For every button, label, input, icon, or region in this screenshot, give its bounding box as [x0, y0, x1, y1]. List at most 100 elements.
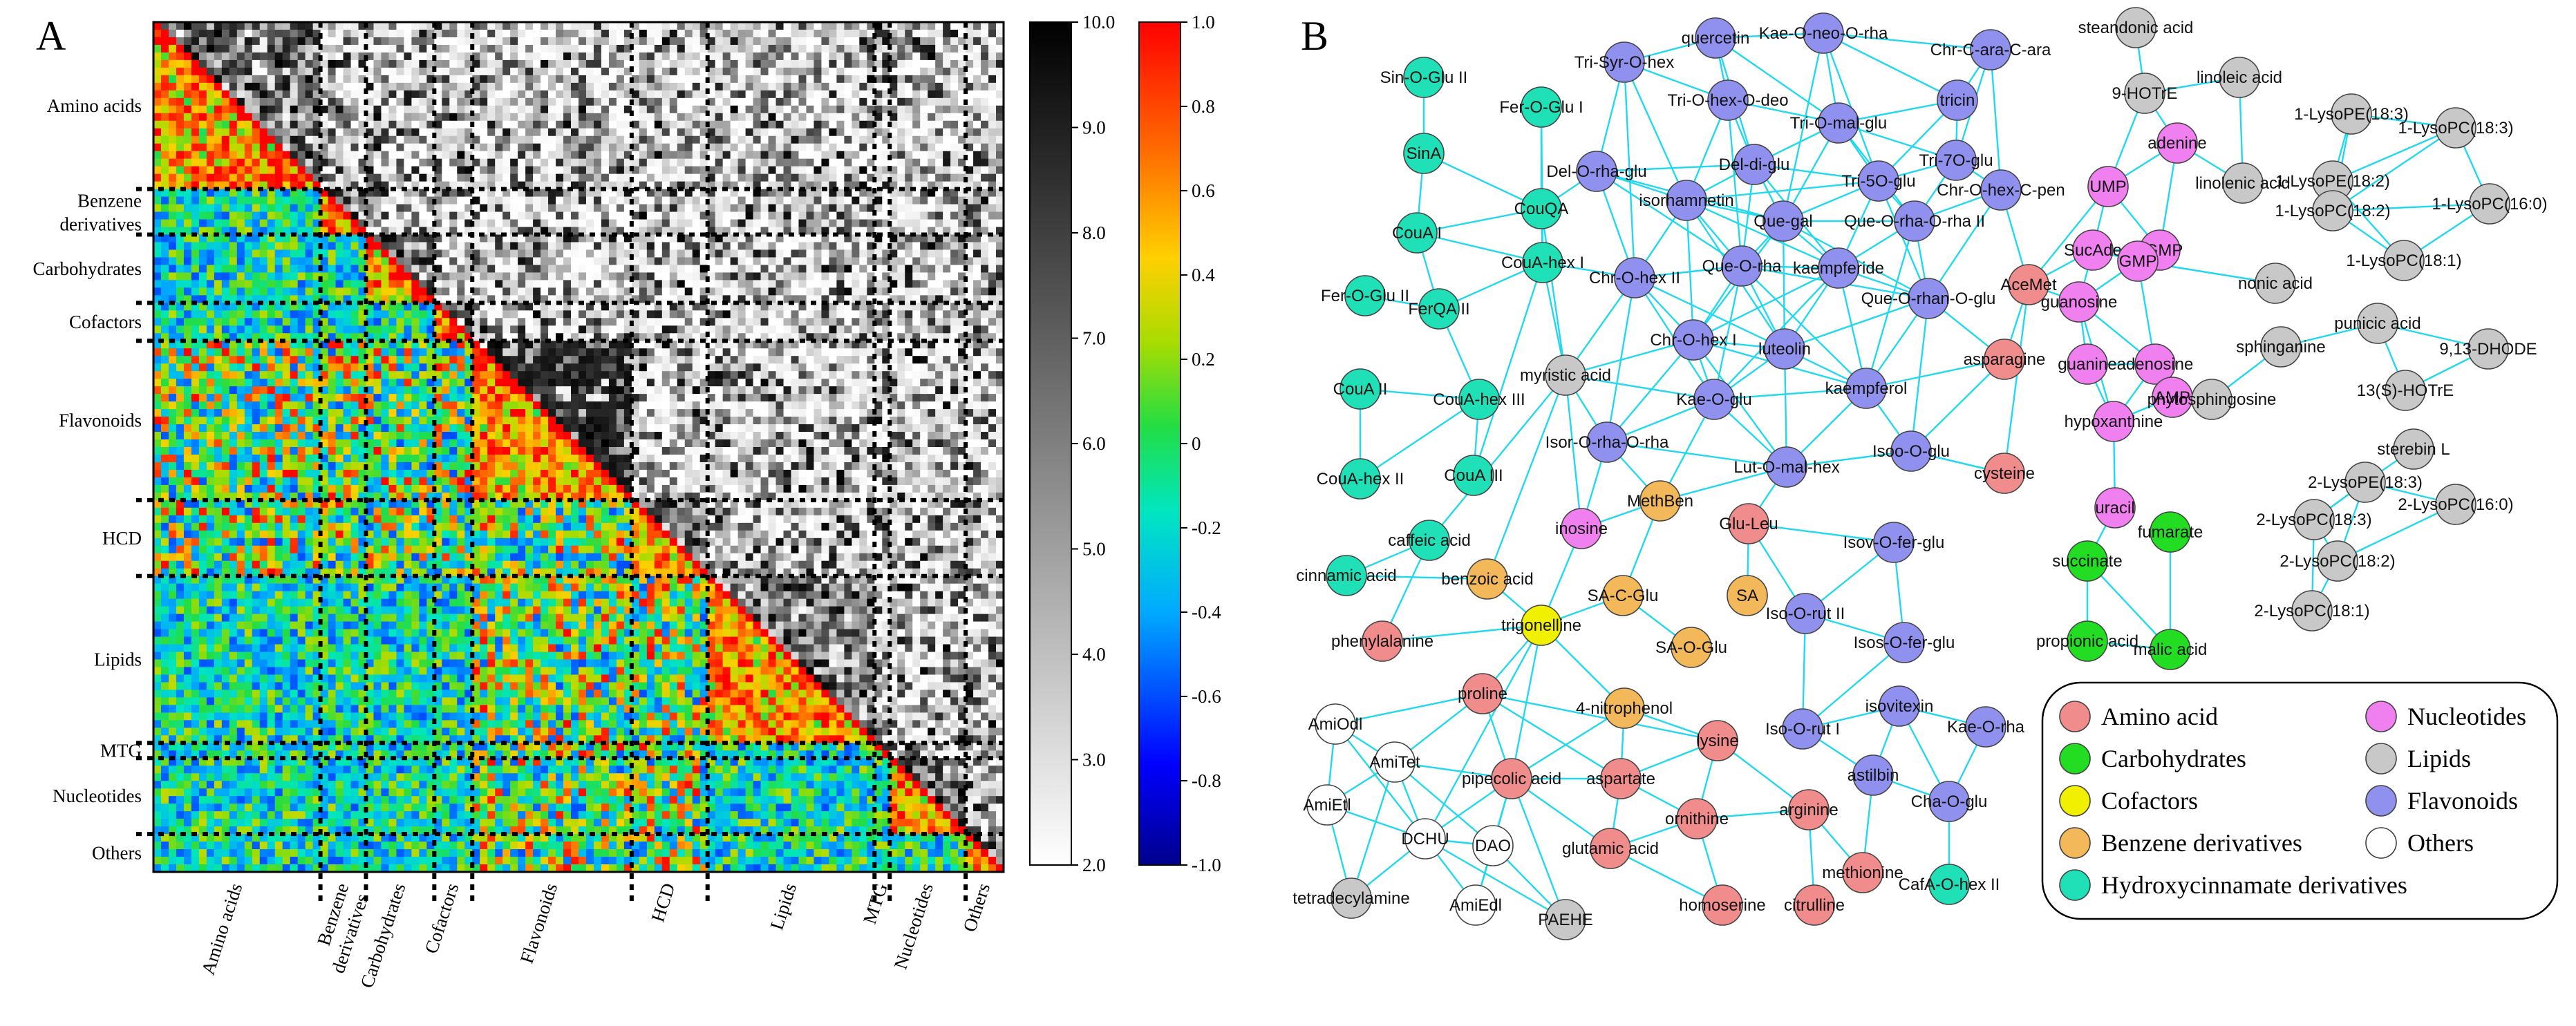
panel-b: B Sin-O-Glu II Fer-O-Glu I SinA CouQA CouA I… [1292, 7, 2559, 940]
network-node-label: citrulline [1784, 896, 1845, 915]
network-node: DAO [1472, 825, 1514, 866]
network-edge [1565, 374, 1715, 401]
network-node-circle [1522, 242, 1563, 283]
panel-a-letter: A [36, 13, 66, 59]
heatmap-row-label: Cofactors [69, 312, 142, 332]
heatmap-column-label: HCD [647, 881, 679, 924]
network-node: phytosphingosine [2147, 379, 2276, 420]
gray-colorbar-tick: 8.0 [1082, 222, 1106, 243]
network-node-circle [2094, 487, 2136, 529]
network-node-circle [1491, 758, 1532, 799]
network-node-circle [1873, 522, 1915, 563]
network-node-label: glutamic acid [1562, 839, 1659, 858]
network-node: 4-nitrophenol [1576, 687, 1673, 729]
network-node-label: luteolin [1758, 340, 1811, 359]
network-node: Tri-Syr-O-hex [1574, 41, 1674, 83]
network-node-circle [1403, 133, 1445, 174]
network-node-label: GMP [2119, 252, 2157, 271]
network-node-label: cysteine [1974, 464, 2035, 483]
network-node-circle [1890, 430, 1932, 472]
network-node-circle [2255, 263, 2296, 304]
network-node: methionine [1822, 852, 1903, 893]
network-node-circle [2124, 73, 2165, 114]
network-node-circle [1639, 480, 1681, 522]
network-edge [1350, 761, 1396, 899]
network-node: SinA [1403, 133, 1445, 174]
network-node: FerQA II [1408, 288, 1470, 330]
network-edge [2337, 503, 2456, 562]
network-node-circle [2067, 540, 2108, 582]
network-node-circle [1879, 685, 1920, 727]
legend-swatch [2059, 827, 2091, 859]
network-node: cinnamic acid [1296, 555, 1397, 596]
correlation-colorbar-tick: 0.6 [1192, 180, 1215, 201]
network-node: 13(S)-HOTrE [2357, 370, 2454, 411]
legend-swatch [2059, 785, 2091, 817]
network-node-label: Que-O-rha [1702, 257, 1782, 276]
network-node: Que-O-rhan-O-glu [1861, 278, 1995, 319]
network-node-label: Glu-Leu [1719, 515, 1778, 533]
network-node: sterebin L [2377, 428, 2450, 470]
network-node-circle [2344, 462, 2386, 503]
network-edge [1425, 837, 1566, 921]
network-edge [1754, 163, 1879, 182]
gray-colorbar-bar [1029, 21, 1072, 866]
network-node-circle [2331, 93, 2372, 135]
network-node: CouA-hex II [1317, 458, 1404, 500]
network-node-circle [2469, 183, 2510, 225]
legend-label: Cofactors [2101, 787, 2198, 815]
network-node-circle [1521, 86, 1562, 128]
network-node: Chr-O-hex-C-pen [1937, 169, 2065, 211]
network-node-circle [2260, 326, 2302, 368]
network-node-label: 1-LysoPE(18:3) [2294, 105, 2409, 124]
network-node-circle [2150, 629, 2191, 670]
network-edge [1910, 359, 2005, 452]
network-node-label: trigonelline [1501, 616, 1581, 635]
network-node: Isoo-O-glu [1872, 430, 1950, 472]
network-node-circle [1721, 245, 1762, 287]
network-node: aspartate [1586, 758, 1655, 799]
gray-colorbar-tick: 6.0 [1082, 433, 1106, 454]
network-node: SA-C-Glu [1588, 575, 1659, 616]
legend-swatch [2365, 785, 2397, 817]
network-node: CouA I [1392, 212, 1442, 254]
network-node-label: 1-LysoPC(18:3) [2398, 119, 2513, 137]
network-node: 2-LysoPC(18:3) [2256, 499, 2372, 540]
network-node-circle [1561, 508, 1602, 549]
gray-colorbar-tick: 10.0 [1082, 12, 1115, 32]
network-node-circle [1883, 622, 1925, 663]
network-node-label: 4-nitrophenol [1576, 699, 1673, 718]
network-edge [1865, 358, 2005, 390]
network-node-label: succinate [2052, 552, 2122, 571]
network-node-circle [1818, 102, 1859, 144]
network-edge [1715, 37, 1839, 124]
network-node-circle [1590, 828, 1631, 869]
network-node-label: homoserine [1679, 896, 1765, 915]
network-node: 1-LysoPC(18:2) [2275, 190, 2391, 231]
network-node-circle [1970, 29, 2011, 70]
network-node-label: 1-LysoPC(16:0) [2432, 195, 2547, 213]
network-edge [2028, 186, 2109, 285]
network-node-label: Isoo-O-glu [1872, 442, 1950, 461]
heatmap-column-labels: Amino acids BenzenederivativesCarbohydrat… [198, 881, 995, 991]
network-node: asparagine [1964, 339, 2045, 380]
legend-entry: Nucleotides [2365, 701, 2526, 732]
network-node: 1-LysoPC(16:0) [2432, 183, 2548, 225]
network-node-circle [1306, 784, 1348, 826]
network-node: CouA II [1333, 368, 1387, 410]
network-node-label: Lut-O-mal-hex [1733, 458, 1839, 477]
network-node: inosine [1555, 508, 1608, 549]
network-node: Del-O-rha-glu [1546, 151, 1647, 192]
network-edge [1877, 180, 1930, 299]
network-node: malic acid [2134, 629, 2207, 670]
network-node-label: 13(S)-HOTrE [2357, 381, 2454, 400]
network-node-circle [1521, 188, 1562, 229]
network-node-label: SA-C-Glu [1588, 587, 1659, 605]
network-node-circle [1728, 503, 1769, 544]
legend-entry: Others [2365, 827, 2474, 859]
network-edge [2332, 126, 2456, 182]
network-node-label: Tri-O-hex-O-deo [1667, 91, 1788, 110]
network-node: quercetin [1682, 17, 1749, 59]
network-edge [1693, 267, 1839, 341]
network-node: 1-LysoPE(18:3) [2294, 93, 2409, 135]
